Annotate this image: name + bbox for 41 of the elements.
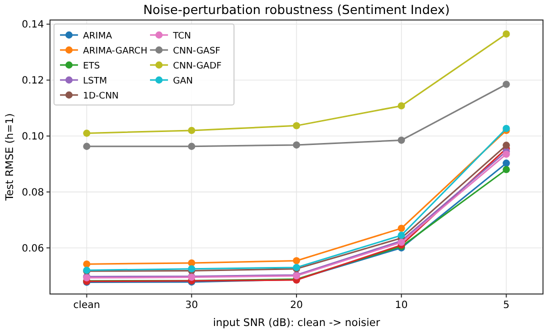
point (292, 122, 300, 130)
legend-label: CNN-GASF (173, 46, 220, 56)
point (188, 259, 196, 267)
point (83, 260, 90, 268)
legend-label: TCN (172, 32, 191, 42)
point (188, 126, 196, 134)
point (292, 141, 300, 149)
y-tick-label: 0.08 (22, 187, 44, 198)
y-axis-title: Test RMSE (h=1) (4, 113, 16, 202)
point (398, 224, 405, 232)
legend-label: ARIMA (83, 32, 113, 42)
y-tick-label: 0.10 (22, 132, 44, 143)
legend-label: 1D-CNN (83, 92, 119, 102)
x-tick-label: 20 (290, 300, 303, 311)
point (502, 160, 510, 167)
legend-label: ETS (83, 62, 100, 72)
point (398, 136, 405, 144)
point (188, 142, 196, 150)
x-tick-label: clean (73, 300, 100, 311)
point (398, 232, 405, 239)
point (292, 257, 300, 264)
y-tick-label: 0.14 (22, 20, 44, 31)
chart-title: Noise-perturbation robustness (Sentiment Index) (143, 2, 450, 17)
x-tick-label: 5 (503, 300, 510, 311)
point (83, 142, 90, 150)
point (502, 166, 510, 174)
legend-label: GAN (173, 76, 193, 86)
legend-label: ARIMA-GARCH (83, 46, 148, 56)
point (398, 102, 405, 110)
point (502, 142, 510, 149)
y-tick-label: 0.12 (22, 76, 44, 87)
point (502, 30, 510, 38)
legend-label: LSTM (83, 76, 107, 86)
legend-label: CNN-GADF (173, 62, 222, 72)
y-tick-label: 0.06 (22, 243, 44, 254)
x-tick-label: 10 (395, 300, 408, 311)
point (83, 130, 90, 137)
x-axis-title: input SNR (dB): clean -> noisier (212, 317, 381, 329)
point (502, 150, 510, 158)
x-tick-label: 30 (185, 300, 198, 311)
point (502, 80, 510, 88)
